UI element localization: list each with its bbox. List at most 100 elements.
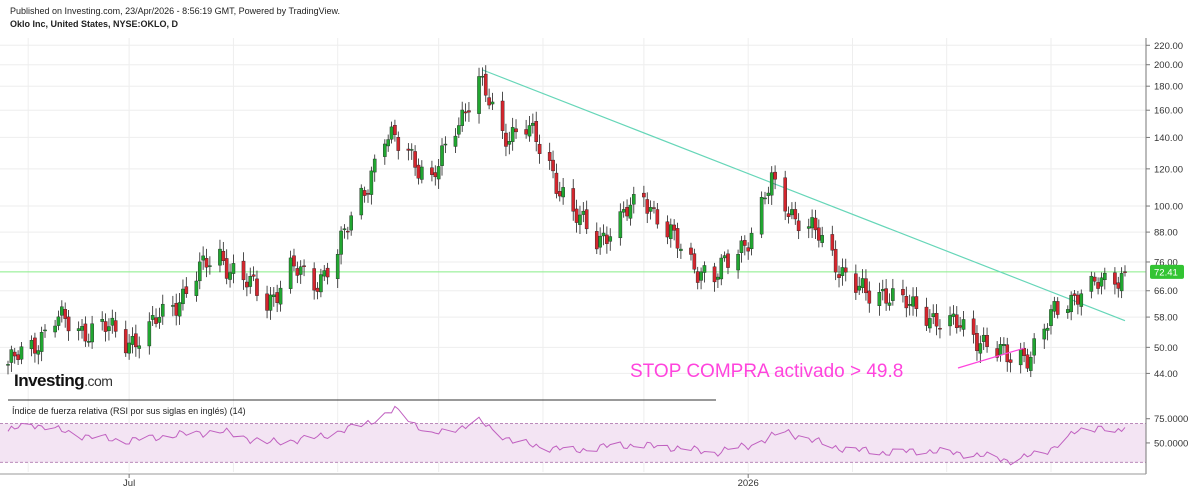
candle-body xyxy=(224,258,229,279)
candle-body xyxy=(857,285,862,291)
trendline xyxy=(482,69,1126,322)
candle-body xyxy=(981,334,986,342)
candle-body xyxy=(389,126,394,140)
symbol-title: Oklo Inc, United States, NYSE:OKLO, D xyxy=(10,19,179,29)
candle-body xyxy=(1018,349,1023,366)
candle-body xyxy=(312,268,316,291)
candle-body xyxy=(911,296,915,307)
candle-body xyxy=(463,111,468,114)
candle-body xyxy=(961,319,966,330)
candle-body xyxy=(194,280,199,296)
candle-body xyxy=(33,337,37,354)
candle-body xyxy=(366,193,370,195)
candle-body xyxy=(56,316,61,326)
candle-body xyxy=(63,309,67,319)
candle-body xyxy=(218,248,222,266)
candle-body xyxy=(342,228,347,230)
candle-body xyxy=(500,100,505,131)
candle-body xyxy=(302,265,306,267)
candle-body xyxy=(130,335,135,345)
candle-body xyxy=(769,172,774,196)
candle-body xyxy=(6,364,10,366)
candle-body xyxy=(958,325,962,328)
rsi-title: Índice de fuerza relativa (RSI por sus s… xyxy=(12,406,246,416)
candle-body xyxy=(241,260,246,281)
candle-body xyxy=(339,230,343,255)
candle-body xyxy=(86,341,91,343)
candle-body xyxy=(507,141,512,145)
candle-body xyxy=(978,343,983,354)
candle-body xyxy=(16,354,20,360)
candle-body xyxy=(793,209,798,220)
candle-body xyxy=(527,125,532,137)
last-price-badge xyxy=(1150,264,1184,279)
candle-body xyxy=(372,158,377,173)
candle-body xyxy=(1028,357,1033,371)
annotation-arrow xyxy=(957,347,1025,369)
candle-body xyxy=(598,235,602,248)
candle-body xyxy=(581,210,586,215)
candle-body xyxy=(349,215,353,231)
published-caption: Published on Investing.com, 23/Apr/2026 … xyxy=(10,6,341,16)
rsi-band xyxy=(0,423,1146,463)
candle-body xyxy=(625,206,629,217)
candle-body xyxy=(271,294,276,297)
candle-body xyxy=(490,101,495,105)
candle-body xyxy=(457,125,461,135)
candle-body xyxy=(837,274,841,278)
candle-body xyxy=(467,110,471,113)
y-tick-label: 120.00 xyxy=(1154,164,1183,175)
candle-body xyxy=(76,328,81,331)
candle-body xyxy=(1002,344,1006,347)
candle-body xyxy=(531,122,535,126)
candle-body xyxy=(759,197,764,235)
y-tick-label: 66.00 xyxy=(1154,286,1178,297)
candle-body xyxy=(736,254,740,271)
candle-body xyxy=(460,109,465,126)
candle-body xyxy=(537,143,542,154)
candle-body xyxy=(12,351,17,357)
candle-body xyxy=(887,302,892,306)
candle-body xyxy=(665,221,670,238)
candle-body xyxy=(433,172,438,178)
candle-body xyxy=(221,250,226,261)
candle-body xyxy=(561,187,565,198)
candle-body xyxy=(618,211,623,239)
candle-body xyxy=(621,209,626,213)
candle-body xyxy=(867,290,872,304)
candle-body xyxy=(1096,282,1100,289)
candle-body xyxy=(420,166,424,180)
candle-body xyxy=(177,302,182,317)
candle-body xyxy=(934,313,939,327)
candle-body xyxy=(487,97,491,106)
candle-body xyxy=(1113,272,1117,285)
candle-body xyxy=(278,287,283,305)
candle-body xyxy=(880,289,885,292)
candle-body xyxy=(571,188,576,212)
candle-body xyxy=(672,224,676,231)
candle-body xyxy=(901,289,905,296)
candle-body xyxy=(150,315,155,320)
candle-body xyxy=(631,194,636,205)
candle-body xyxy=(749,232,754,250)
candle-body xyxy=(645,199,650,214)
candle-body xyxy=(43,329,47,332)
candle-body xyxy=(9,349,14,363)
y-tick-label: 200.00 xyxy=(1154,60,1183,71)
candle-body xyxy=(712,266,717,283)
rsi-y-tick-label: 50.0000 xyxy=(1154,438,1188,449)
candle-body xyxy=(860,278,865,288)
candle-body xyxy=(924,306,929,326)
candle-body xyxy=(60,306,64,316)
candle-body xyxy=(80,326,84,331)
candle-body xyxy=(171,305,175,307)
candle-body xyxy=(157,316,162,323)
candle-body xyxy=(601,232,606,237)
candle-body xyxy=(100,319,105,322)
candle-body xyxy=(534,121,539,142)
candle-body xyxy=(951,313,956,317)
candle-body xyxy=(110,317,115,326)
candle-body xyxy=(346,230,350,233)
candle-body xyxy=(174,303,179,316)
